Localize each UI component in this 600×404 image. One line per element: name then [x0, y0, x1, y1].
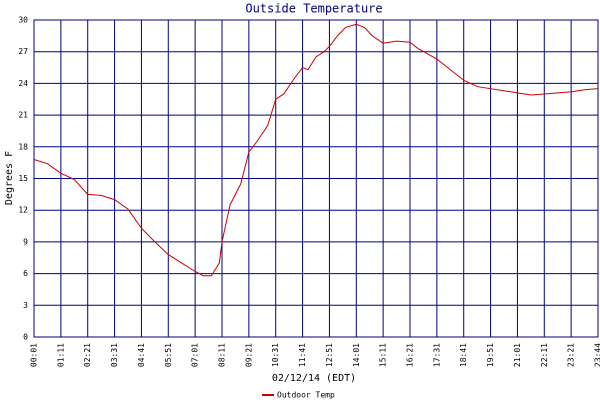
x-tick-label: 12:51: [325, 343, 334, 367]
x-tick-label: 03:31: [110, 343, 119, 367]
x-tick-label: 09:21: [244, 343, 253, 367]
chart-title: Outside Temperature: [245, 2, 382, 16]
x-tick-label: 23:21: [567, 343, 576, 367]
x-tick-label: 08:11: [218, 343, 227, 367]
x-tick-label: 00:01: [30, 343, 39, 367]
x-tick-label: 17:31: [432, 343, 441, 367]
legend-label: Outdoor Temp: [277, 391, 335, 400]
x-tick-label: 23:44: [594, 343, 600, 367]
y-axis-label: Degrees F: [4, 151, 15, 205]
x-tick-label: 07:01: [191, 343, 200, 367]
x-tick-label: 21:01: [513, 343, 522, 367]
y-tick-label: 6: [23, 269, 28, 278]
x-tick-label: 18:41: [459, 343, 468, 367]
x-tick-label: 16:21: [406, 343, 415, 367]
x-tick-label: 04:41: [137, 343, 146, 367]
y-tick-label: 27: [18, 47, 28, 56]
y-tick-label: 3: [23, 301, 28, 310]
x-tick-label: 22:11: [540, 343, 549, 367]
y-tick-label: 18: [18, 142, 28, 151]
data-line: [34, 24, 598, 275]
x-axis-label: 02/12/14 (EDT): [272, 373, 356, 384]
x-tick-label: 01:11: [56, 343, 65, 367]
x-tick-label: 19:51: [486, 343, 495, 367]
x-tick-label: 14:01: [352, 343, 361, 367]
y-tick-label: 12: [18, 206, 28, 215]
x-tick-label: 15:11: [379, 343, 388, 367]
y-tick-label: 0: [23, 333, 28, 342]
y-tick-label: 30: [18, 16, 28, 25]
y-tick-label: 24: [18, 79, 28, 88]
x-tick-label: 02:21: [83, 343, 92, 367]
y-tick-label: 15: [18, 174, 28, 183]
x-tick-label: 11:41: [298, 343, 307, 367]
y-tick-label: 9: [23, 237, 28, 246]
x-tick-label: 05:51: [164, 343, 173, 367]
x-tick-label: 10:31: [271, 343, 280, 367]
y-tick-label: 21: [18, 111, 28, 120]
